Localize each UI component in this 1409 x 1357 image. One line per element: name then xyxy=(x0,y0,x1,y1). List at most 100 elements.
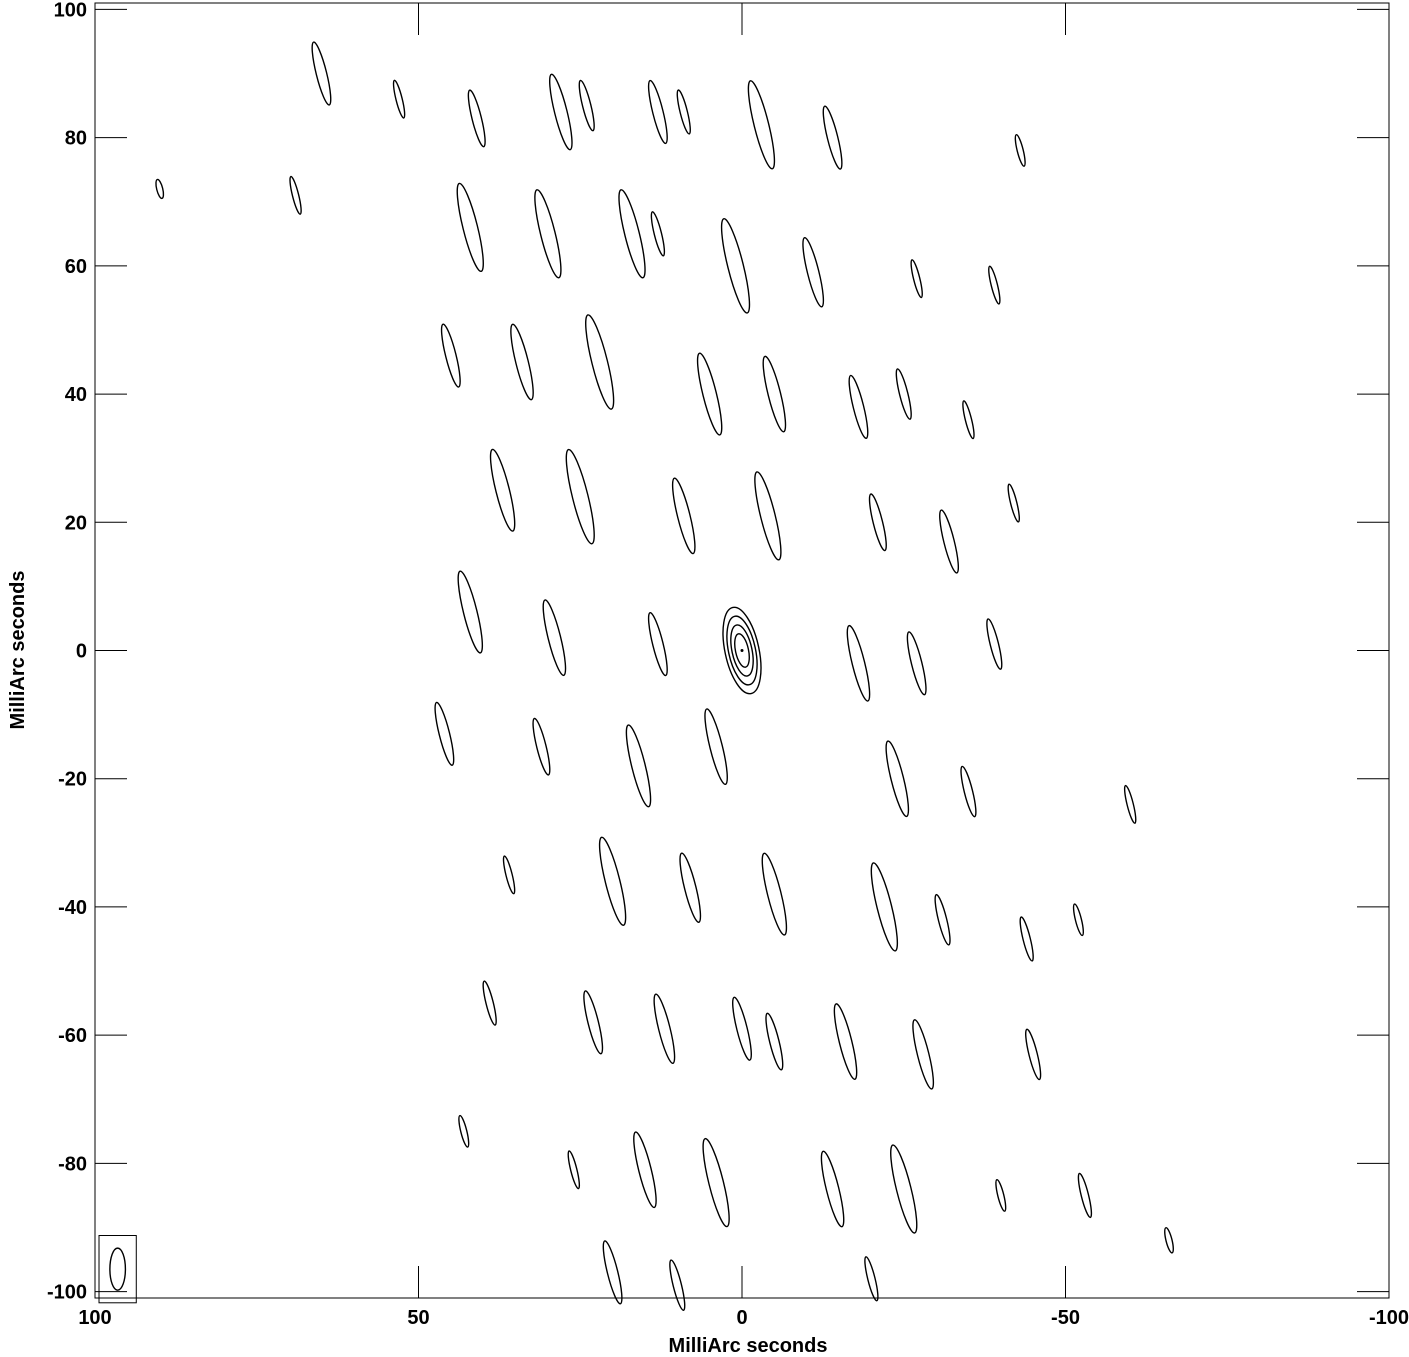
contour-feature xyxy=(870,862,899,952)
contour-feature xyxy=(986,618,1003,670)
y-axis-title: MilliArc seconds xyxy=(7,571,29,730)
x-tick-labels: 100 50 0 -50 -100 xyxy=(78,1307,1409,1329)
contour-feature xyxy=(890,1144,918,1234)
contour-feature xyxy=(754,471,782,561)
tick-marks xyxy=(94,3,1390,1298)
contour-feature xyxy=(565,448,595,545)
contour-feature xyxy=(732,996,752,1061)
contour-feature xyxy=(467,89,486,148)
contour-feature xyxy=(765,1012,784,1071)
contour-feature xyxy=(1072,903,1085,937)
contour-feature xyxy=(1019,916,1034,962)
contour-feature xyxy=(747,80,776,170)
y-tick-label: -80 xyxy=(58,1153,87,1175)
contour-feature xyxy=(762,355,787,433)
contour-feature xyxy=(761,852,788,936)
contour-feature xyxy=(1123,784,1137,824)
contour-features xyxy=(155,41,1174,1312)
y-tick-label: -100 xyxy=(47,1282,87,1304)
y-tick-label: -40 xyxy=(58,897,87,919)
contour-feature xyxy=(671,477,696,555)
contour-feature xyxy=(679,852,702,923)
source-contour xyxy=(730,624,754,677)
x-tick-label: -100 xyxy=(1369,1307,1409,1329)
contour-feature xyxy=(510,323,534,401)
beam-indicator xyxy=(98,1235,137,1304)
contour-feature xyxy=(534,189,562,279)
x-tick-label: 100 xyxy=(78,1307,111,1329)
contour-feature xyxy=(846,624,871,702)
contour-feature xyxy=(1025,1028,1042,1081)
main-source xyxy=(722,606,762,695)
contour-feature xyxy=(895,368,912,420)
contour-feature xyxy=(704,708,728,786)
contour-feature xyxy=(502,855,516,895)
contour-feature xyxy=(960,765,977,818)
contour-feature xyxy=(822,105,843,170)
contour-feature xyxy=(532,717,551,776)
contour-feature xyxy=(548,73,573,151)
y-tick-label: -20 xyxy=(58,769,87,791)
contour-feature xyxy=(647,79,668,145)
source-contour xyxy=(726,615,758,686)
contour-feature xyxy=(155,178,165,200)
contour-feature xyxy=(542,599,567,677)
contour-feature xyxy=(910,259,923,299)
contour-feature xyxy=(848,374,869,440)
contour-feature xyxy=(392,79,406,119)
contour-feature xyxy=(457,570,484,654)
contour-feature xyxy=(864,1256,879,1302)
x-axis-title: MilliArc seconds xyxy=(669,1335,828,1357)
contour-feature xyxy=(988,265,1001,305)
contour-feature xyxy=(578,79,595,132)
contour-feature xyxy=(1077,1172,1093,1219)
contour-feature xyxy=(912,1019,935,1090)
contour-feature xyxy=(702,1137,730,1228)
x-tick-label: -50 xyxy=(1051,1307,1080,1329)
contour-feature xyxy=(567,1150,581,1190)
y-tick-label: -60 xyxy=(58,1025,87,1047)
contour-feature xyxy=(1164,1227,1174,1254)
contour-feature xyxy=(696,352,723,436)
contour-feature xyxy=(583,990,604,1055)
contour-feature xyxy=(311,41,332,106)
contour-feature xyxy=(482,980,497,1026)
contour-feature xyxy=(962,400,975,440)
y-tick-label: 60 xyxy=(65,256,87,278)
contour-feature xyxy=(598,836,627,926)
y-tick-label: 100 xyxy=(54,0,87,21)
source-contour xyxy=(722,606,762,695)
contour-feature xyxy=(289,175,302,215)
beam-ellipse xyxy=(109,1247,127,1291)
contour-feature xyxy=(647,611,668,677)
y-tick-labels: 100 80 60 40 20 0 -20 -40 -60 -80 -100 xyxy=(47,0,87,1304)
beam-box xyxy=(98,1235,137,1304)
contour-feature xyxy=(669,1259,686,1312)
y-tick-label: 0 xyxy=(76,641,87,663)
contour-feature xyxy=(434,701,455,766)
contour-feature xyxy=(868,493,887,552)
contour-feature xyxy=(1007,483,1021,523)
contour-feature xyxy=(995,1179,1007,1212)
contour-feature xyxy=(650,211,666,257)
contour-feature xyxy=(458,1114,470,1148)
x-tick-label: 50 xyxy=(407,1307,429,1329)
contour-feature xyxy=(456,182,484,273)
y-tick-label: 80 xyxy=(65,128,87,150)
source-contour xyxy=(734,633,750,668)
y-tick-label: 40 xyxy=(65,384,87,406)
contour-feature xyxy=(618,189,646,279)
contour-feature xyxy=(676,89,691,135)
contour-feature xyxy=(906,631,927,696)
contour-feature xyxy=(585,314,615,410)
y-tick-label: 20 xyxy=(65,512,87,534)
contour-feature xyxy=(802,237,825,308)
contour-feature xyxy=(602,1240,623,1305)
contour-feature xyxy=(440,323,461,388)
contour-feature xyxy=(625,724,652,808)
contour-feature xyxy=(1014,134,1026,167)
contour-feature xyxy=(633,1131,657,1209)
contour-feature xyxy=(934,893,951,946)
contour-feature xyxy=(653,993,676,1064)
